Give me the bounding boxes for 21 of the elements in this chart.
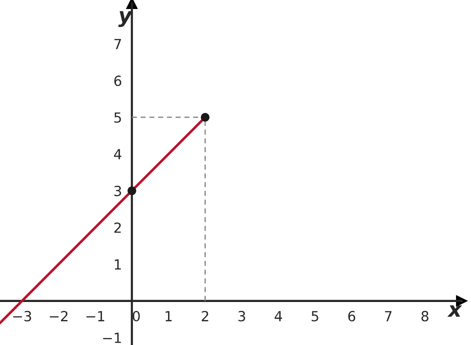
x-tick-label: 7	[385, 311, 392, 322]
x-tick-label: 4	[274, 311, 282, 322]
x-tick-label: −3	[13, 310, 32, 322]
x-tick-label: 6	[348, 310, 356, 322]
x-axis-title: x	[447, 305, 462, 317]
x-tick-label: 1	[166, 311, 172, 322]
y-tick-label: −1	[103, 332, 121, 343]
y-tick-label: 7	[114, 39, 121, 50]
x-tick-label: 2	[202, 310, 208, 322]
x-tick-label: −2	[50, 310, 68, 322]
y-tick-label: 5	[114, 112, 121, 123]
x-tick-label: 3	[238, 310, 246, 322]
x-tick-label: 8	[421, 310, 428, 322]
y-tick-label: 2	[114, 222, 121, 233]
y-axis-title: y	[118, 11, 133, 28]
x-tick-label: 5	[312, 311, 318, 322]
y-tick-label: 4	[114, 149, 122, 160]
y-tick-label: 1	[114, 259, 121, 270]
y-tick-label: 3	[114, 186, 122, 196]
y-tick-label: 6	[114, 76, 122, 86]
x-tick-label: −1	[86, 311, 104, 322]
